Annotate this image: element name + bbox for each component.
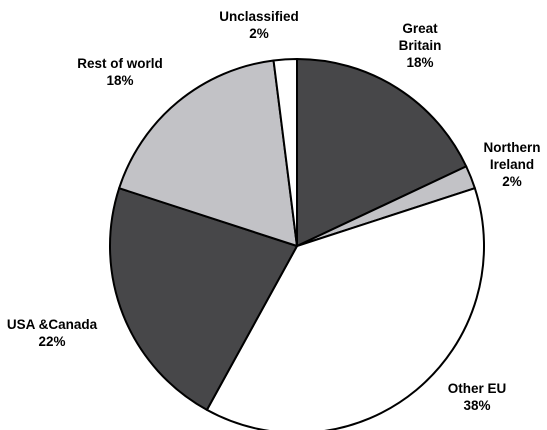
pie-label-0: Great Britain 18% xyxy=(399,21,442,70)
pie-labels: Great Britain 18% Northern Ireland 2% Other EU… xyxy=(7,9,541,413)
pie-slice-3 xyxy=(109,187,298,411)
pie-slice-4 xyxy=(118,59,298,247)
pie-label-5: Unclassified 2% xyxy=(219,9,299,41)
pie-label-2: Other EU 38% xyxy=(448,381,507,413)
pie-slice-5 xyxy=(272,57,298,247)
pie-label-3: USA &Canada 22% xyxy=(7,317,98,349)
pie-label-4: Rest of world 18% xyxy=(77,56,163,88)
pie-label-1: Northern Ireland 2% xyxy=(484,140,541,189)
pie-slice-0 xyxy=(296,58,468,247)
pie-slices xyxy=(109,57,485,430)
